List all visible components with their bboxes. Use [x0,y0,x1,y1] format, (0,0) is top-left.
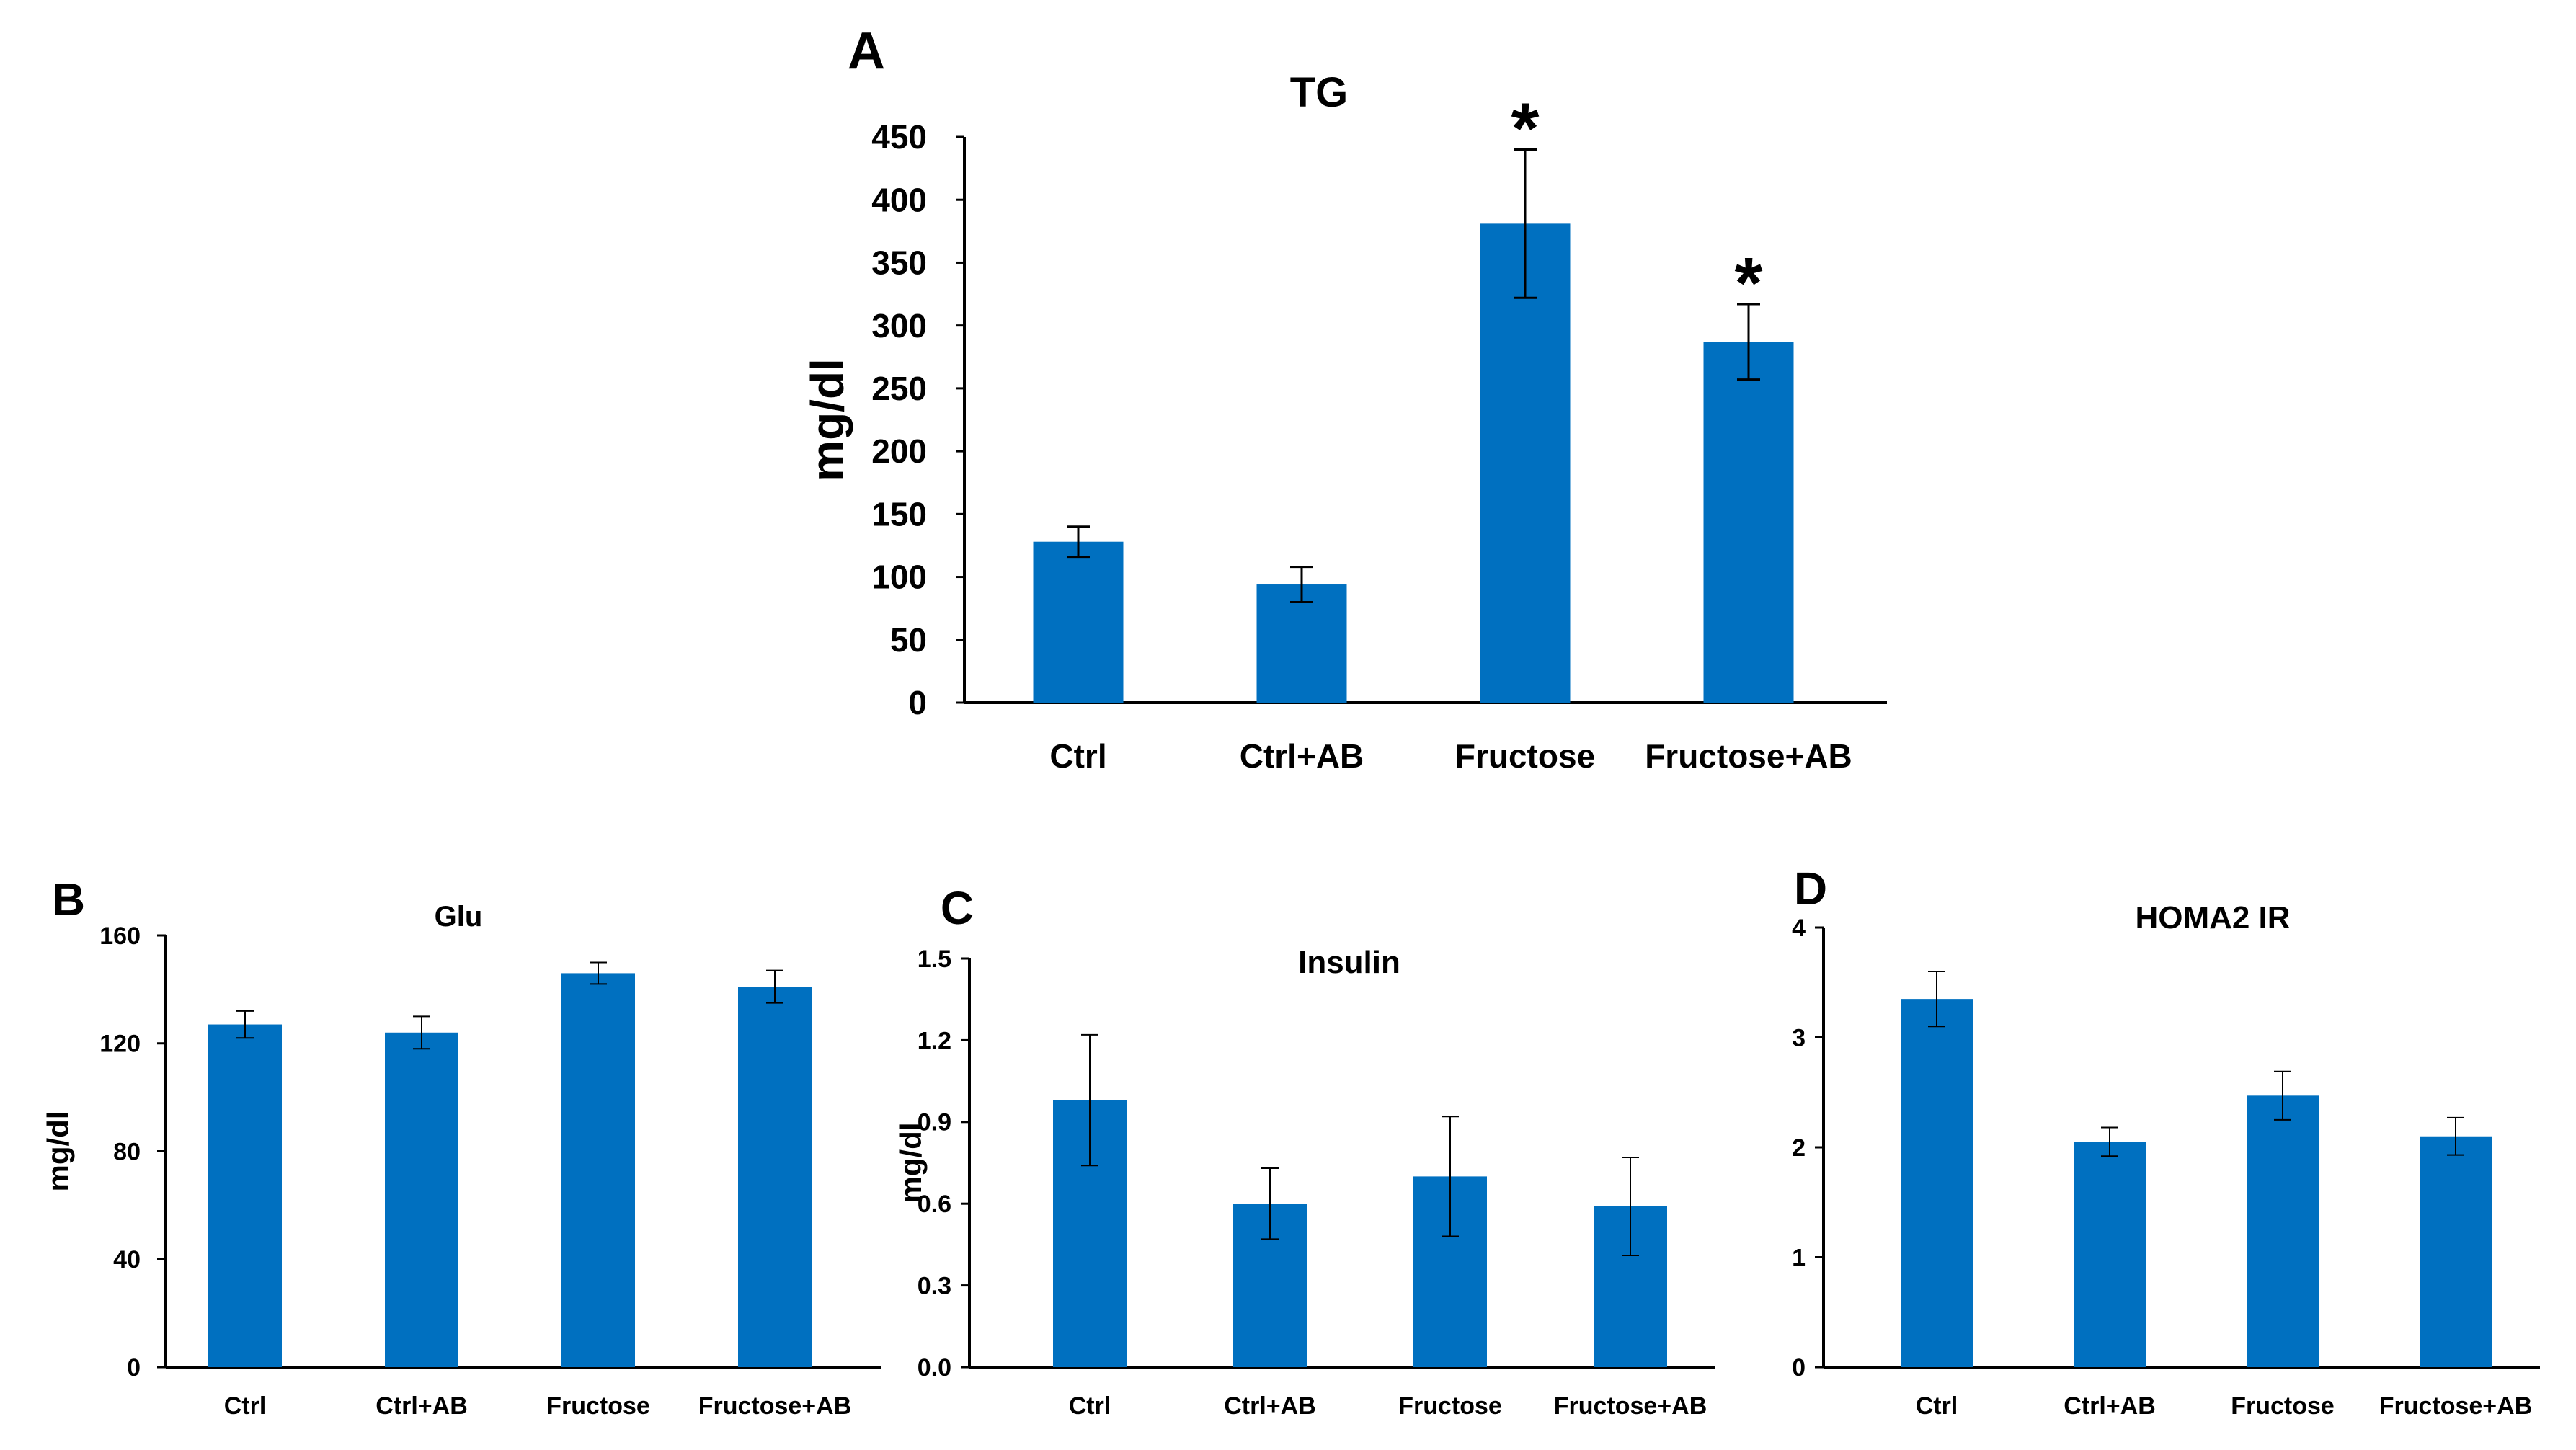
bar-ctrl-ab [2074,1142,2146,1367]
x-tick-label: Fructose [546,1392,650,1420]
panel-letter: C [941,882,974,934]
y-tick-label: 2 [1792,1134,1806,1162]
y-axis-label: mg/dl [801,358,853,481]
y-tick-label: 150 [871,495,927,533]
y-tick-label: 450 [871,118,927,156]
panel-letter: B [52,873,85,925]
y-tick-label: 3 [1792,1024,1806,1051]
x-tick-label: Fructose [1398,1392,1502,1420]
x-tick-label: Fructose+AB [698,1392,852,1420]
x-tick-label: Ctrl [1916,1392,1958,1420]
bar-ctrl-ab [1256,584,1347,703]
y-tick-label: 300 [871,307,927,344]
y-tick-label: 0.3 [918,1273,951,1300]
bar-ctrl [1033,541,1124,703]
y-tick-label: 120 [99,1031,141,1058]
significance-star: * [1735,243,1763,324]
panel-letter: A [848,22,885,80]
x-tick-label: Fructose [2231,1392,2335,1420]
x-tick-label: Ctrl+AB [2064,1392,2156,1420]
y-tick-label: 250 [871,370,927,407]
bar-fructose-ab [1703,342,1794,703]
chart-panel-d: D HOMA2 IR 0 1 2 3 4 Ctrl Ctrl+AB Fructose Fructos… [1792,863,2540,1420]
bar-ctrl [1901,999,1973,1367]
y-tick-label: 1 [1792,1244,1806,1271]
y-tick-label: 0.6 [918,1191,951,1218]
chart-title: Insulin [1298,945,1400,980]
x-tick-label: Fructose+AB [1554,1392,1707,1420]
x-tick-label: Ctrl+AB [376,1392,468,1420]
bar-ctrl [208,1024,282,1367]
chart-panel-b: B Glu mg/dl 0 40 80 120 160 Ctrl Ctrl+AB Fructose F… [41,873,881,1420]
panel-letter: D [1794,863,1827,915]
bar-fructose-ab [738,987,812,1367]
y-tick-label: 1.2 [918,1027,951,1054]
x-tick-label: Ctrl+AB [1224,1392,1316,1420]
y-tick-label: 0 [1792,1354,1806,1382]
y-tick-label: 1.5 [918,946,951,973]
x-tick-label: Fructose+AB [1645,737,1852,775]
y-tick-label: 0 [908,684,927,721]
bar-fructose-ab [2420,1136,2492,1367]
y-axis-label: mg/dl [41,1111,75,1192]
bar-ctrl-ab [385,1032,458,1367]
y-tick-label: 50 [890,621,927,659]
x-tick-label: Ctrl+AB [1240,737,1364,775]
bar-fructose [1480,223,1571,703]
y-tick-label: 4 [1792,915,1806,942]
y-axis-label: mg/dl [894,1123,928,1204]
x-tick-label: Ctrl [1049,737,1106,775]
y-tick-label: 80 [113,1138,141,1165]
y-tick-label: 0 [127,1354,141,1382]
chart-title: TG [1290,69,1349,116]
y-tick-label: 160 [99,922,141,950]
x-tick-label: Ctrl [224,1392,267,1420]
chart-panel-c: C Insulin mg/dl 0.0 0.3 0.6 0.9 1.2 1.5 Ctrl Ctrl+… [894,882,1715,1420]
chart-title: Glu [435,901,483,933]
x-tick-label: Fructose [1455,737,1595,775]
y-tick-label: 0.9 [918,1109,951,1137]
y-tick-label: 400 [871,181,927,218]
bar-fructose [561,973,635,1367]
x-tick-label: Fructose+AB [2379,1392,2533,1420]
y-tick-label: 40 [113,1246,141,1273]
y-tick-label: 350 [871,244,927,282]
x-tick-label: Ctrl [1069,1392,1111,1420]
y-tick-label: 0.0 [918,1354,951,1382]
y-tick-label: 200 [871,432,927,470]
y-tick-label: 100 [871,559,927,596]
chart-title: HOMA2 IR [2135,900,2290,935]
significance-star: * [1511,88,1540,169]
chart-panel-a: A TG mg/dl 0 50 100 150 200 250 300 350 400 450 Ctrl C… [801,22,1887,775]
bar-fructose [2247,1095,2319,1367]
